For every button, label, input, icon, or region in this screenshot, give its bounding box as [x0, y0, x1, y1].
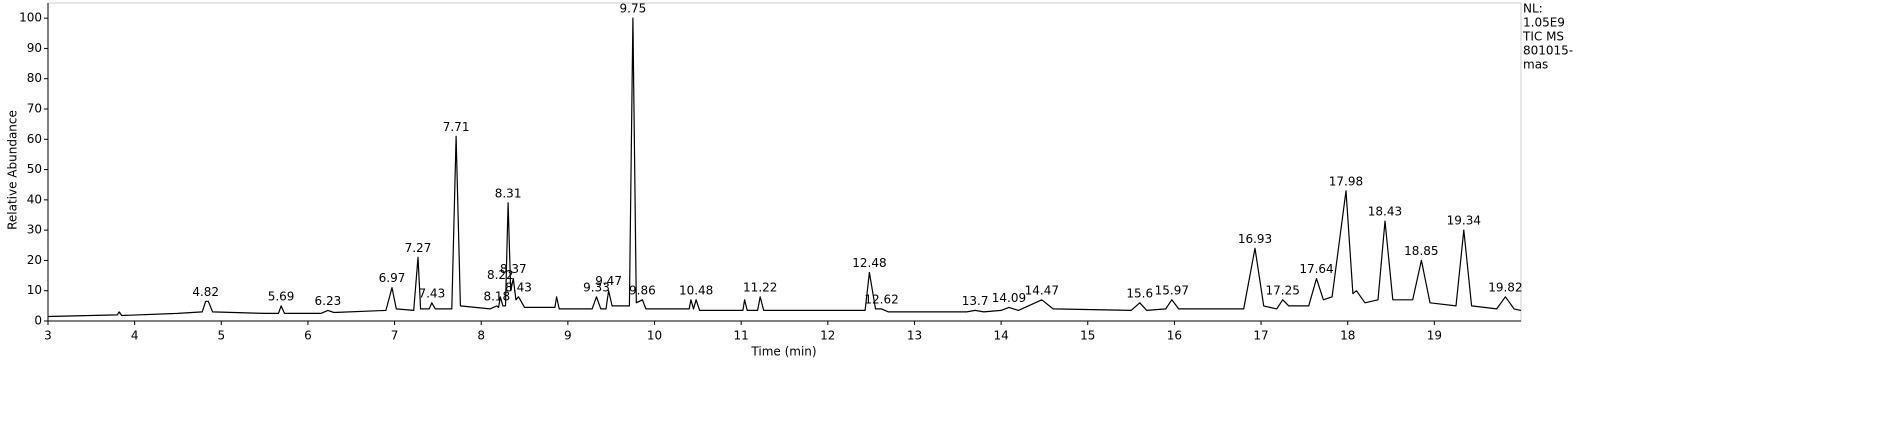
- y-tick-label: 90: [27, 41, 42, 55]
- info-text: 801015-: [1523, 44, 1573, 58]
- y-tick-label: 100: [19, 11, 42, 25]
- peak-label: 12.48: [852, 256, 886, 270]
- peak-label: 7.43: [418, 286, 445, 300]
- x-tick-label: 4: [131, 329, 139, 343]
- peak-label: 9.47: [595, 274, 622, 288]
- peak-label: 17.25: [1266, 283, 1300, 297]
- y-tick-label: 0: [34, 314, 42, 328]
- peak-label: 19.82: [1488, 280, 1522, 294]
- peak-label: 8.43: [505, 280, 532, 294]
- peak-label: 11.22: [743, 280, 777, 294]
- peak-label: 8.37: [500, 262, 527, 276]
- x-tick-label: 3: [44, 329, 52, 343]
- y-tick-label: 70: [27, 102, 42, 116]
- peak-label: 16.93: [1238, 232, 1272, 246]
- y-tick-label: 30: [27, 223, 42, 237]
- peak-label: 19.34: [1447, 214, 1481, 228]
- x-tick-label: 18: [1340, 329, 1355, 343]
- peak-label: 8.22: [487, 268, 514, 282]
- peak-label: 5.69: [268, 289, 295, 303]
- peak-label: 14.09: [992, 291, 1026, 305]
- info-text: TIC MS: [1522, 30, 1564, 44]
- peak-label: 17.64: [1299, 262, 1333, 276]
- x-tick-label: 12: [820, 329, 835, 343]
- y-tick-label: 10: [27, 283, 42, 297]
- x-tick-label: 6: [304, 329, 312, 343]
- peak-label: 6.97: [379, 271, 406, 285]
- peak-label: 9.86: [629, 283, 656, 297]
- y-tick-label: 80: [27, 71, 42, 85]
- peak-label: 8.18: [483, 289, 510, 303]
- peak-label: 15.97: [1155, 283, 1189, 297]
- info-text: NL:: [1523, 2, 1543, 16]
- x-tick-label: 10: [647, 329, 662, 343]
- peak-label: 14.47: [1025, 283, 1059, 297]
- peak-label: 17.98: [1329, 174, 1363, 188]
- peak-label: 18.85: [1404, 244, 1438, 258]
- y-tick-label: 40: [27, 192, 42, 206]
- peak-label: 18.43: [1368, 205, 1402, 219]
- x-tick-label: 9: [564, 329, 572, 343]
- peak-label: 4.82: [192, 285, 219, 299]
- x-axis-label: Time (min): [750, 345, 816, 359]
- x-tick-label: 15: [1080, 329, 1095, 343]
- x-tick-label: 5: [217, 329, 225, 343]
- y-tick-label: 20: [27, 253, 42, 267]
- x-tick-label: 8: [477, 329, 485, 343]
- x-tick-label: 13: [907, 329, 922, 343]
- x-tick-label: 14: [993, 329, 1008, 343]
- trace: [47, 17, 1522, 318]
- peak-label: 8.31: [495, 186, 522, 200]
- x-tick-label: 11: [734, 329, 749, 343]
- x-tick-label: 17: [1253, 329, 1268, 343]
- peak-label: 9.75: [620, 2, 647, 16]
- y-axis-label: Relative Abundance: [6, 110, 20, 230]
- info-text: mas: [1523, 58, 1548, 72]
- peak-label: 13.7: [962, 294, 989, 308]
- x-tick-label: 19: [1427, 329, 1442, 343]
- peak-label: 7.71: [443, 120, 470, 134]
- x-tick-label: 16: [1167, 329, 1182, 343]
- peak-label: 15.6: [1126, 286, 1153, 300]
- y-tick-label: 60: [27, 132, 42, 146]
- peak-label: 10.48: [679, 283, 713, 297]
- peak-label: 7.27: [405, 241, 432, 255]
- peak-label: 9.33: [583, 280, 610, 294]
- x-tick-label: 7: [391, 329, 399, 343]
- peak-label: 12.62: [864, 292, 898, 306]
- peak-label: 6.23: [315, 294, 342, 308]
- info-text: 1.05E9: [1523, 16, 1565, 30]
- y-tick-label: 50: [27, 162, 42, 176]
